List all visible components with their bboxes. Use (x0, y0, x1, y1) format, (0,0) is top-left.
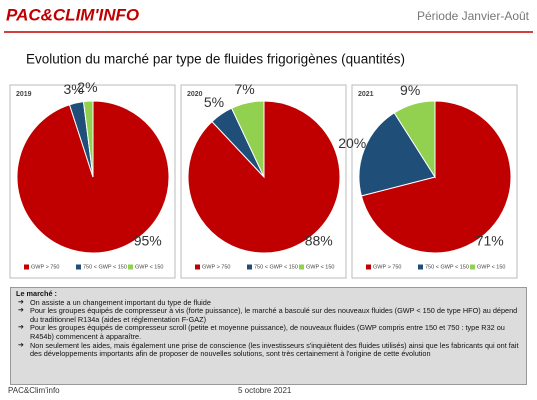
data-label: 20% (338, 135, 366, 151)
chart-title: 2020 (187, 91, 203, 98)
legend-swatch (418, 264, 423, 270)
data-label: 3% (63, 81, 83, 97)
pie-slice (358, 112, 436, 197)
data-label: 7% (234, 81, 254, 97)
legend-label: GWP < 150 (477, 264, 505, 270)
footer-left: PAC&Clim'info (8, 386, 60, 395)
legend-label: 750 < GWP < 150 (425, 264, 469, 270)
note-item: Pour les groupes équipés de compresseur … (16, 306, 521, 324)
note-item: Non seulement les aides, mais également … (16, 341, 521, 359)
legend-label: GWP < 150 (306, 264, 334, 270)
data-label: 2% (77, 79, 97, 95)
data-label: 95% (134, 232, 162, 248)
legend-swatch (24, 264, 29, 270)
pie-slice (230, 100, 265, 178)
footer-date: 5 octobre 2021 (238, 386, 292, 395)
legend-label: GWP > 750 (202, 264, 230, 270)
charts: PAC&CLIM'INFO Période Janvier-Août Evolu… (4, 5, 533, 279)
legend-swatch (470, 264, 475, 270)
legend-label: 750 < GWP < 150 (254, 264, 298, 270)
legend-label: 750 < GWP < 150 (83, 264, 127, 270)
notes: Le marché : On assiste a un changement i… (10, 287, 527, 385)
data-label: 5% (204, 94, 224, 110)
legend-swatch (76, 264, 81, 270)
note-item: Pour les groupes équipés de compresseur … (16, 324, 521, 341)
data-label: 9% (400, 82, 420, 98)
legend-swatch (299, 264, 304, 270)
legend-label: GWP > 750 (373, 264, 401, 270)
logo: PAC&CLIM'INFO (6, 5, 139, 24)
pie-slice (82, 100, 94, 178)
legend-label: GWP < 150 (135, 264, 163, 270)
legend-swatch (366, 264, 371, 270)
legend-label: GWP > 750 (31, 264, 59, 270)
pie-slice (393, 100, 436, 179)
legend-swatch (128, 264, 133, 270)
data-label: 88% (305, 232, 333, 248)
notes-list: On assiste a un changement important du … (16, 298, 521, 359)
slide-title: Evolution du marché par type de fluides … (26, 52, 405, 67)
pie-slice (360, 100, 512, 254)
legend-swatch (195, 264, 200, 270)
period: Période Janvier-Août (417, 9, 530, 23)
legend-swatch (247, 264, 252, 270)
data-label: 71% (476, 232, 504, 248)
chart-title: 2019 (16, 91, 32, 98)
note-item: On assiste a un changement important du … (16, 298, 521, 308)
chart-title: 2021 (358, 91, 374, 98)
notes-heading: Le marché : (16, 289, 57, 298)
